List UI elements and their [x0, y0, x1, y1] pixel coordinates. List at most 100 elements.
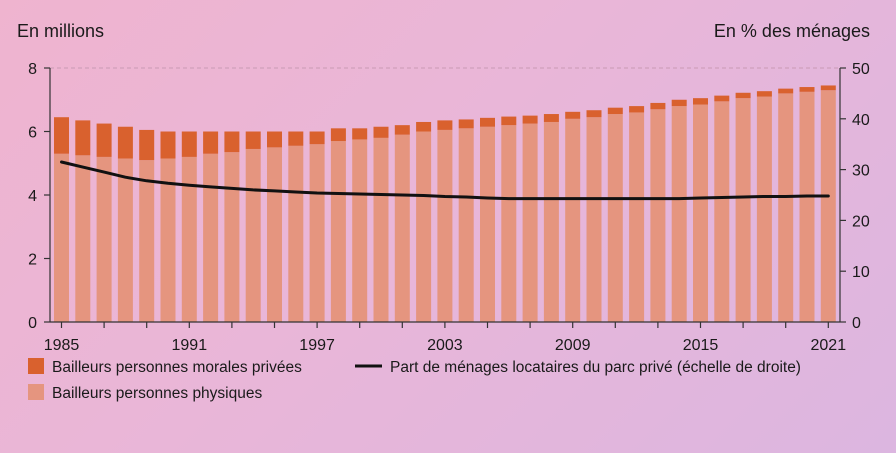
bar-personnes-physiques-2016: [714, 101, 730, 323]
bar-personnes-morales-1985: [54, 117, 69, 154]
right-tick-label: 0: [852, 315, 861, 332]
bar-personnes-physiques-2001: [394, 134, 410, 322]
bar-personnes-morales-1986: [75, 120, 91, 156]
bar-personnes-morales-1996: [288, 131, 304, 146]
legend-label: Part de ménages locataires du parc privé…: [390, 359, 801, 376]
bar-personnes-physiques-1995: [267, 147, 282, 322]
bar-personnes-morales-2015: [693, 98, 708, 105]
bar-personnes-physiques-1985: [54, 153, 69, 322]
bar-personnes-physiques-2010: [586, 117, 602, 323]
bar-personnes-morales-1995: [267, 131, 282, 148]
x-tick-label: 1997: [299, 337, 335, 354]
left-tick-label: 0: [28, 315, 37, 332]
bar-personnes-physiques-2006: [501, 125, 517, 323]
bar-personnes-physiques-1994: [245, 148, 261, 322]
bar-personnes-morales-2004: [458, 119, 474, 129]
bar-personnes-morales-1991: [181, 131, 197, 157]
bar-personnes-morales-2021: [820, 85, 836, 91]
bar-personnes-morales-2003: [437, 120, 453, 130]
bar-personnes-morales-1993: [224, 131, 240, 153]
right-tick-label: 10: [852, 264, 870, 281]
bar-personnes-morales-1992: [203, 131, 219, 154]
bar-personnes-morales-2002: [416, 121, 432, 132]
right-tick-label: 40: [852, 112, 870, 129]
bar-personnes-physiques-2014: [671, 106, 687, 322]
bar-personnes-physiques-2012: [629, 112, 645, 322]
bar-personnes-physiques-1987: [96, 156, 112, 322]
bar-personnes-physiques-1990: [160, 158, 176, 322]
bar-personnes-physiques-2013: [650, 109, 666, 323]
bar-personnes-physiques-1997: [309, 144, 325, 322]
bar-personnes-physiques-2019: [778, 93, 794, 323]
bar-personnes-physiques-2015: [693, 104, 708, 322]
bar-personnes-physiques-1986: [75, 155, 91, 322]
bar-personnes-morales-1994: [245, 131, 261, 149]
bar-personnes-morales-2010: [586, 110, 602, 118]
bar-personnes-physiques-2003: [437, 129, 453, 322]
bar-personnes-morales-1997: [309, 131, 325, 145]
x-tick-label: 1985: [44, 337, 80, 354]
x-tick-label: 2015: [683, 337, 719, 354]
bar-personnes-morales-2016: [714, 95, 730, 102]
bar-personnes-physiques-1999: [352, 139, 368, 322]
line-series-group: [60, 160, 830, 201]
bar-personnes-morales-1987: [96, 123, 112, 157]
bar-personnes-morales-2005: [480, 117, 495, 127]
left-tick-label: 2: [28, 252, 37, 269]
bar-personnes-morales-2001: [394, 125, 410, 135]
left-tick-label: 6: [28, 125, 37, 142]
bar-personnes-morales-2008: [543, 114, 559, 122]
bar-personnes-physiques-1996: [288, 145, 304, 322]
bars-group: [54, 85, 836, 323]
bar-personnes-morales-2007: [522, 115, 538, 124]
right-axis-title: En % des ménages: [714, 21, 870, 41]
x-tick-label: 2021: [811, 337, 847, 354]
bar-personnes-morales-1998: [330, 128, 346, 142]
bar-personnes-morales-1990: [160, 131, 176, 159]
bar-personnes-morales-1999: [352, 128, 368, 140]
legend-swatch: [28, 384, 44, 400]
bar-personnes-physiques-1991: [181, 156, 197, 322]
x-tick-label: 1991: [172, 337, 208, 354]
legend: Bailleurs personnes morales privées Part …: [28, 358, 801, 402]
bar-personnes-morales-2019: [778, 88, 794, 94]
bar-personnes-physiques-2017: [735, 98, 751, 322]
bar-personnes-physiques-1989: [139, 160, 155, 322]
bar-personnes-morales-2009: [565, 111, 581, 119]
bar-personnes-physiques-1988: [117, 158, 133, 322]
bar-personnes-physiques-2021: [820, 90, 836, 322]
bar-personnes-physiques-1993: [224, 152, 240, 322]
bar-personnes-physiques-2007: [522, 123, 538, 322]
bar-personnes-morales-1989: [139, 129, 155, 161]
bar-personnes-physiques-2008: [543, 121, 559, 322]
bar-personnes-physiques-2000: [373, 137, 389, 322]
x-tick-label: 2003: [427, 337, 463, 354]
right-tick-label: 50: [852, 61, 870, 78]
bar-personnes-morales-2013: [650, 102, 666, 110]
bar-personnes-physiques-1998: [330, 141, 346, 322]
bar-personnes-morales-1988: [117, 126, 133, 159]
legend-swatch: [28, 358, 44, 374]
bar-personnes-physiques-2005: [480, 126, 495, 322]
bar-personnes-morales-2017: [735, 92, 751, 99]
bar-personnes-physiques-2020: [799, 91, 815, 322]
bar-personnes-physiques-2002: [416, 131, 432, 322]
right-tick-label: 20: [852, 213, 870, 230]
bar-personnes-physiques-2009: [565, 118, 581, 322]
left-tick-label: 8: [28, 61, 37, 78]
x-tick-label: 2009: [555, 337, 591, 354]
bar-personnes-physiques-2011: [607, 114, 623, 322]
bar-personnes-physiques-2004: [458, 128, 474, 322]
left-tick-label: 4: [28, 188, 37, 205]
right-tick-label: 30: [852, 163, 870, 180]
bar-personnes-morales-2011: [607, 107, 623, 115]
bar-personnes-physiques-2018: [756, 96, 772, 322]
left-axis-title: En millions: [17, 21, 104, 41]
line-part-menages-locataires: [60, 160, 830, 201]
legend-label: Bailleurs personnes physiques: [52, 385, 262, 402]
bar-personnes-morales-2006: [501, 116, 517, 126]
bar-personnes-morales-2012: [629, 106, 645, 113]
bar-personnes-morales-2014: [671, 99, 687, 107]
bar-personnes-morales-2018: [756, 91, 772, 97]
